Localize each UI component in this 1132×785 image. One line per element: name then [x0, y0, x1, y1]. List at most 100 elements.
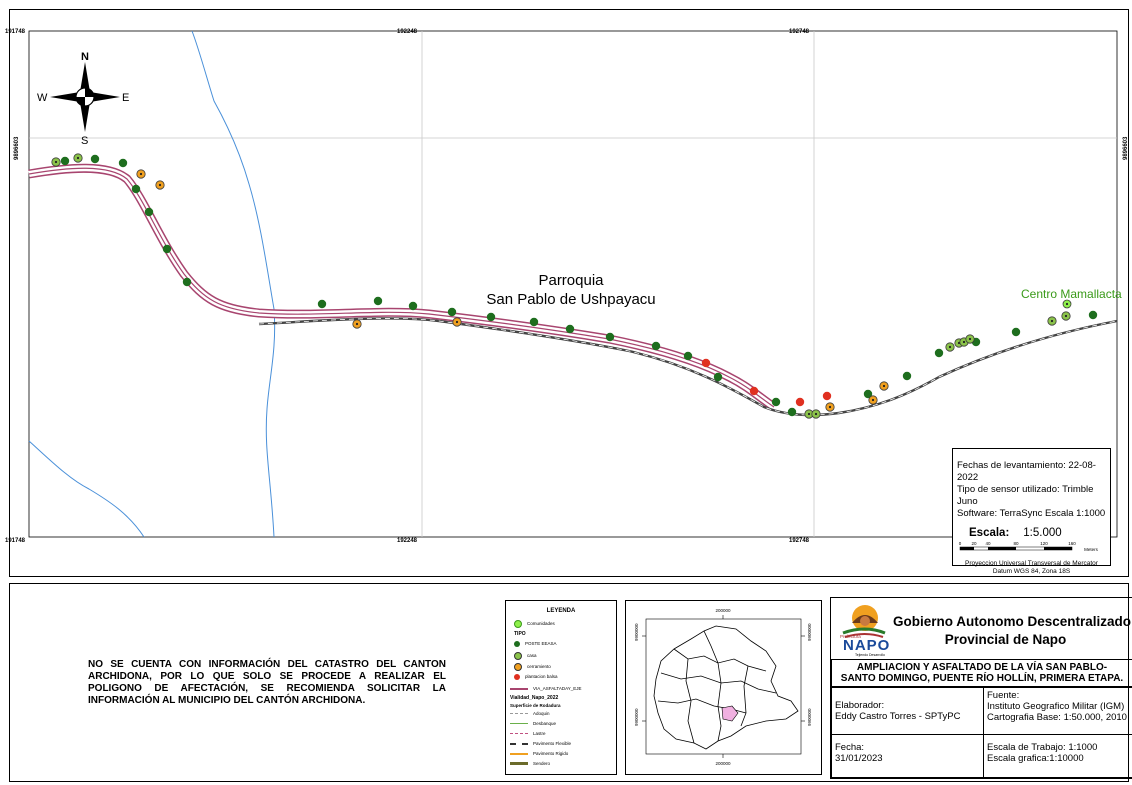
escala-trabajo: Escala de Trabajo: 1:1000: [987, 742, 1098, 753]
poste-point-13[interactable]: [565, 324, 575, 334]
poste-point-15[interactable]: [651, 341, 661, 351]
poste-point-5[interactable]: [162, 244, 172, 254]
svg-text:0: 0: [959, 541, 962, 546]
grid-x-label-bottom-1: 191748: [5, 538, 26, 544]
poste-point-24[interactable]: [1011, 327, 1021, 337]
legend-item-desbanque: Desbanque: [510, 721, 556, 726]
legend-item-poste: POSTE EEASA: [514, 641, 557, 647]
fuente-cell: Fuente: Instituto Geografico Militar (IG…: [983, 687, 1132, 735]
svg-text:9900000: 9900000: [807, 708, 812, 726]
projection-line2: Datum WGS 84, Zona 18S: [992, 568, 1071, 575]
map-canvas[interactable]: N S W E Parroquia San Pablo de Ushpayacu…: [9, 9, 1129, 577]
poste-point-17[interactable]: [713, 372, 723, 382]
survey-date: Fechas de levantamiento: 22-08-2022: [957, 460, 1096, 483]
legend-tipo-header: TIPO: [514, 631, 526, 637]
legend-item-plantacion: plantacion balsa: [514, 674, 558, 680]
poste-point-21[interactable]: [902, 371, 912, 381]
casa-point-center-35: [1064, 314, 1068, 318]
desbanque-symbol-icon: [510, 723, 528, 725]
cerramiento-symbol-icon: [514, 663, 522, 671]
legend-superficie-header: Superficie de Rodadura: [510, 703, 561, 708]
poste-point-14[interactable]: [605, 332, 615, 342]
location-map[interactable]: 200000 200000 9900000 9900000 9900000 99…: [625, 600, 822, 775]
scale-bar: 0 20 40 80 120 160 Meters: [959, 541, 1099, 552]
escala-cell: Escala de Trabajo: 1:1000 Escala grafica…: [983, 734, 1132, 778]
legend-item-adoquin: Adoquin: [510, 711, 550, 716]
sensor-type: Tipo de sensor utilizado: Trimble Juno: [957, 484, 1094, 507]
poste-point-0[interactable]: [60, 156, 70, 166]
cerramiento-point-center-40: [871, 398, 875, 402]
fuente-value-2: Cartografia Base: 1:50.000, 2010: [987, 712, 1127, 723]
casa-point-center-29: [814, 412, 818, 416]
projection-line1: Proyeccion Universal Transversal de Merc…: [965, 560, 1098, 567]
poste-point-1[interactable]: [90, 154, 100, 164]
poste-point-10[interactable]: [447, 307, 457, 317]
legend-item-via-eje: VIA_ASFALTADAY_EJE: [510, 686, 582, 691]
plantacion-point-46[interactable]: [822, 391, 832, 401]
casa-symbol-icon: [514, 652, 522, 660]
poste-point-25[interactable]: [1088, 310, 1098, 320]
adoquin-symbol-icon: [510, 713, 528, 715]
svg-text:20: 20: [971, 541, 977, 546]
software-scale: Software: TerraSync Escala 1:1000: [957, 508, 1106, 519]
svg-text:9900000: 9900000: [634, 708, 639, 726]
cerramiento-point-center-42: [828, 405, 832, 409]
scale-row: Escala: 1:5.000: [957, 527, 1106, 539]
plantacion-point-44[interactable]: [749, 386, 759, 396]
poste-point-20[interactable]: [863, 389, 873, 399]
prefectura-logo: [835, 601, 890, 656]
sendero-symbol-icon: [510, 762, 528, 766]
poste-point-16[interactable]: [683, 351, 693, 361]
poste-point-12[interactable]: [529, 317, 539, 327]
svg-text:E: E: [122, 92, 129, 104]
map-neatline: [28, 30, 1118, 538]
svg-text:W: W: [37, 92, 48, 104]
casa-point-center-30: [948, 345, 952, 349]
cerramiento-point-center-37: [158, 183, 162, 187]
elaborador-cell: Elaborador: Eddy Castro Torres - SPTyPC: [831, 687, 984, 735]
project-title-line1: AMPLIACION Y ASFALTADO DE LA VÍA SAN PAB…: [856, 662, 1108, 673]
fecha-label: Fecha:: [835, 742, 865, 753]
logo-prefectura-small: Prefectura: [840, 634, 861, 639]
napo-logo-icon: [842, 605, 886, 638]
svg-text:Meters: Meters: [1084, 547, 1099, 552]
poste-point-3[interactable]: [131, 184, 141, 194]
poste-point-6[interactable]: [182, 277, 192, 287]
location-map-canvas: 200000 200000 9900000 9900000 9900000 99…: [634, 608, 812, 766]
svg-text:40: 40: [985, 541, 991, 546]
casa-point-center-28: [807, 412, 811, 416]
lastre-symbol-icon: [510, 733, 528, 735]
poste-point-9[interactable]: [408, 301, 418, 311]
via-eje-symbol-icon: [510, 687, 528, 690]
grid-y-label-right: 9896603: [1123, 136, 1129, 160]
fecha-value: 31/01/2023: [835, 753, 883, 764]
scale-label: Escala:: [969, 527, 1010, 539]
logo-tagline: Tejiendo Desarrollo: [855, 653, 885, 657]
svg-text:N: N: [81, 51, 89, 63]
poste-point-19[interactable]: [787, 407, 797, 417]
poste-point-18[interactable]: [771, 397, 781, 407]
poste-point-2[interactable]: [118, 158, 128, 168]
community-label: Centro Mamallacta: [1021, 287, 1122, 301]
poste-point-7[interactable]: [317, 299, 327, 309]
casa-point-center-34: [1050, 319, 1054, 323]
cerramiento-point-center-41: [882, 384, 886, 388]
grid-x-label-top-1: 191748: [5, 29, 26, 35]
poste-point-11[interactable]: [486, 312, 496, 322]
poste-point-4[interactable]: [144, 207, 154, 217]
svg-text:200000: 200000: [715, 761, 731, 766]
legend-vialidad-header: Vialidad_Napo_2022: [510, 695, 559, 701]
poste-point-22[interactable]: [934, 348, 944, 358]
fuente-value-1: Instituto Geografico Militar (IGM): [987, 701, 1125, 712]
project-area-highlight: [721, 705, 739, 722]
parish-label-line1: Parroquia: [538, 272, 604, 289]
plantacion-point-45[interactable]: [795, 397, 805, 407]
logo-napo-text: NAPO: [843, 637, 891, 654]
svg-text:200000: 200000: [715, 608, 731, 613]
poste-point-8[interactable]: [373, 296, 383, 306]
legend-title: LEYENDA: [546, 608, 576, 614]
plantacion-point-43[interactable]: [701, 358, 711, 368]
org-name-line2: Provincial de Napo: [944, 632, 1067, 647]
svg-text:9900000: 9900000: [807, 623, 812, 641]
casa-point-center-26: [54, 160, 58, 164]
